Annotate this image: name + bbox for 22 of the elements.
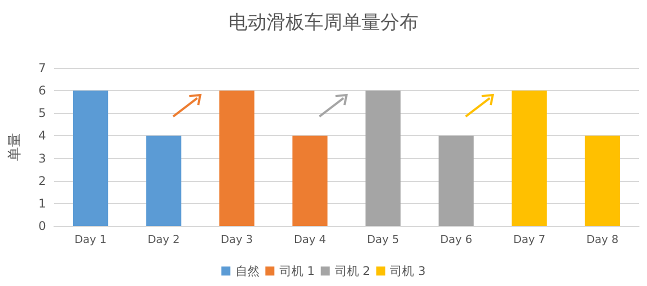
x-tick-label: Day 4 bbox=[294, 233, 326, 246]
y-tick-label: 3 bbox=[38, 151, 46, 166]
x-tick-label: Day 1 bbox=[74, 233, 107, 246]
y-tick-label: 5 bbox=[38, 106, 46, 120]
x-tick-label: Day 2 bbox=[148, 233, 180, 246]
y-tick-label: 4 bbox=[38, 128, 46, 143]
x-tick-label: Day 6 bbox=[440, 233, 472, 246]
x-tick-label: Day 5 bbox=[366, 233, 400, 246]
y-tick-label: 6 bbox=[38, 84, 46, 98]
legend-label: 司机 1 bbox=[279, 264, 315, 278]
y-tick-label: 2 bbox=[38, 174, 46, 188]
x-tick-label: Day 8 bbox=[586, 233, 619, 246]
legend-label: 司机 3 bbox=[390, 264, 426, 278]
y-tick-label: 1 bbox=[38, 196, 46, 210]
y-tick-label: 7 bbox=[38, 61, 46, 75]
y-tick-label: 0 bbox=[38, 219, 46, 233]
x-tick-label: Day 7 bbox=[513, 233, 546, 246]
y-axis-title: 单量 bbox=[7, 133, 23, 161]
legend-label: 自然 bbox=[235, 264, 260, 278]
chart-title: 电动滑板车周单量分布 bbox=[228, 12, 418, 34]
legend-label: 司机 2 bbox=[334, 264, 370, 278]
x-tick-label: Day 3 bbox=[220, 233, 253, 246]
